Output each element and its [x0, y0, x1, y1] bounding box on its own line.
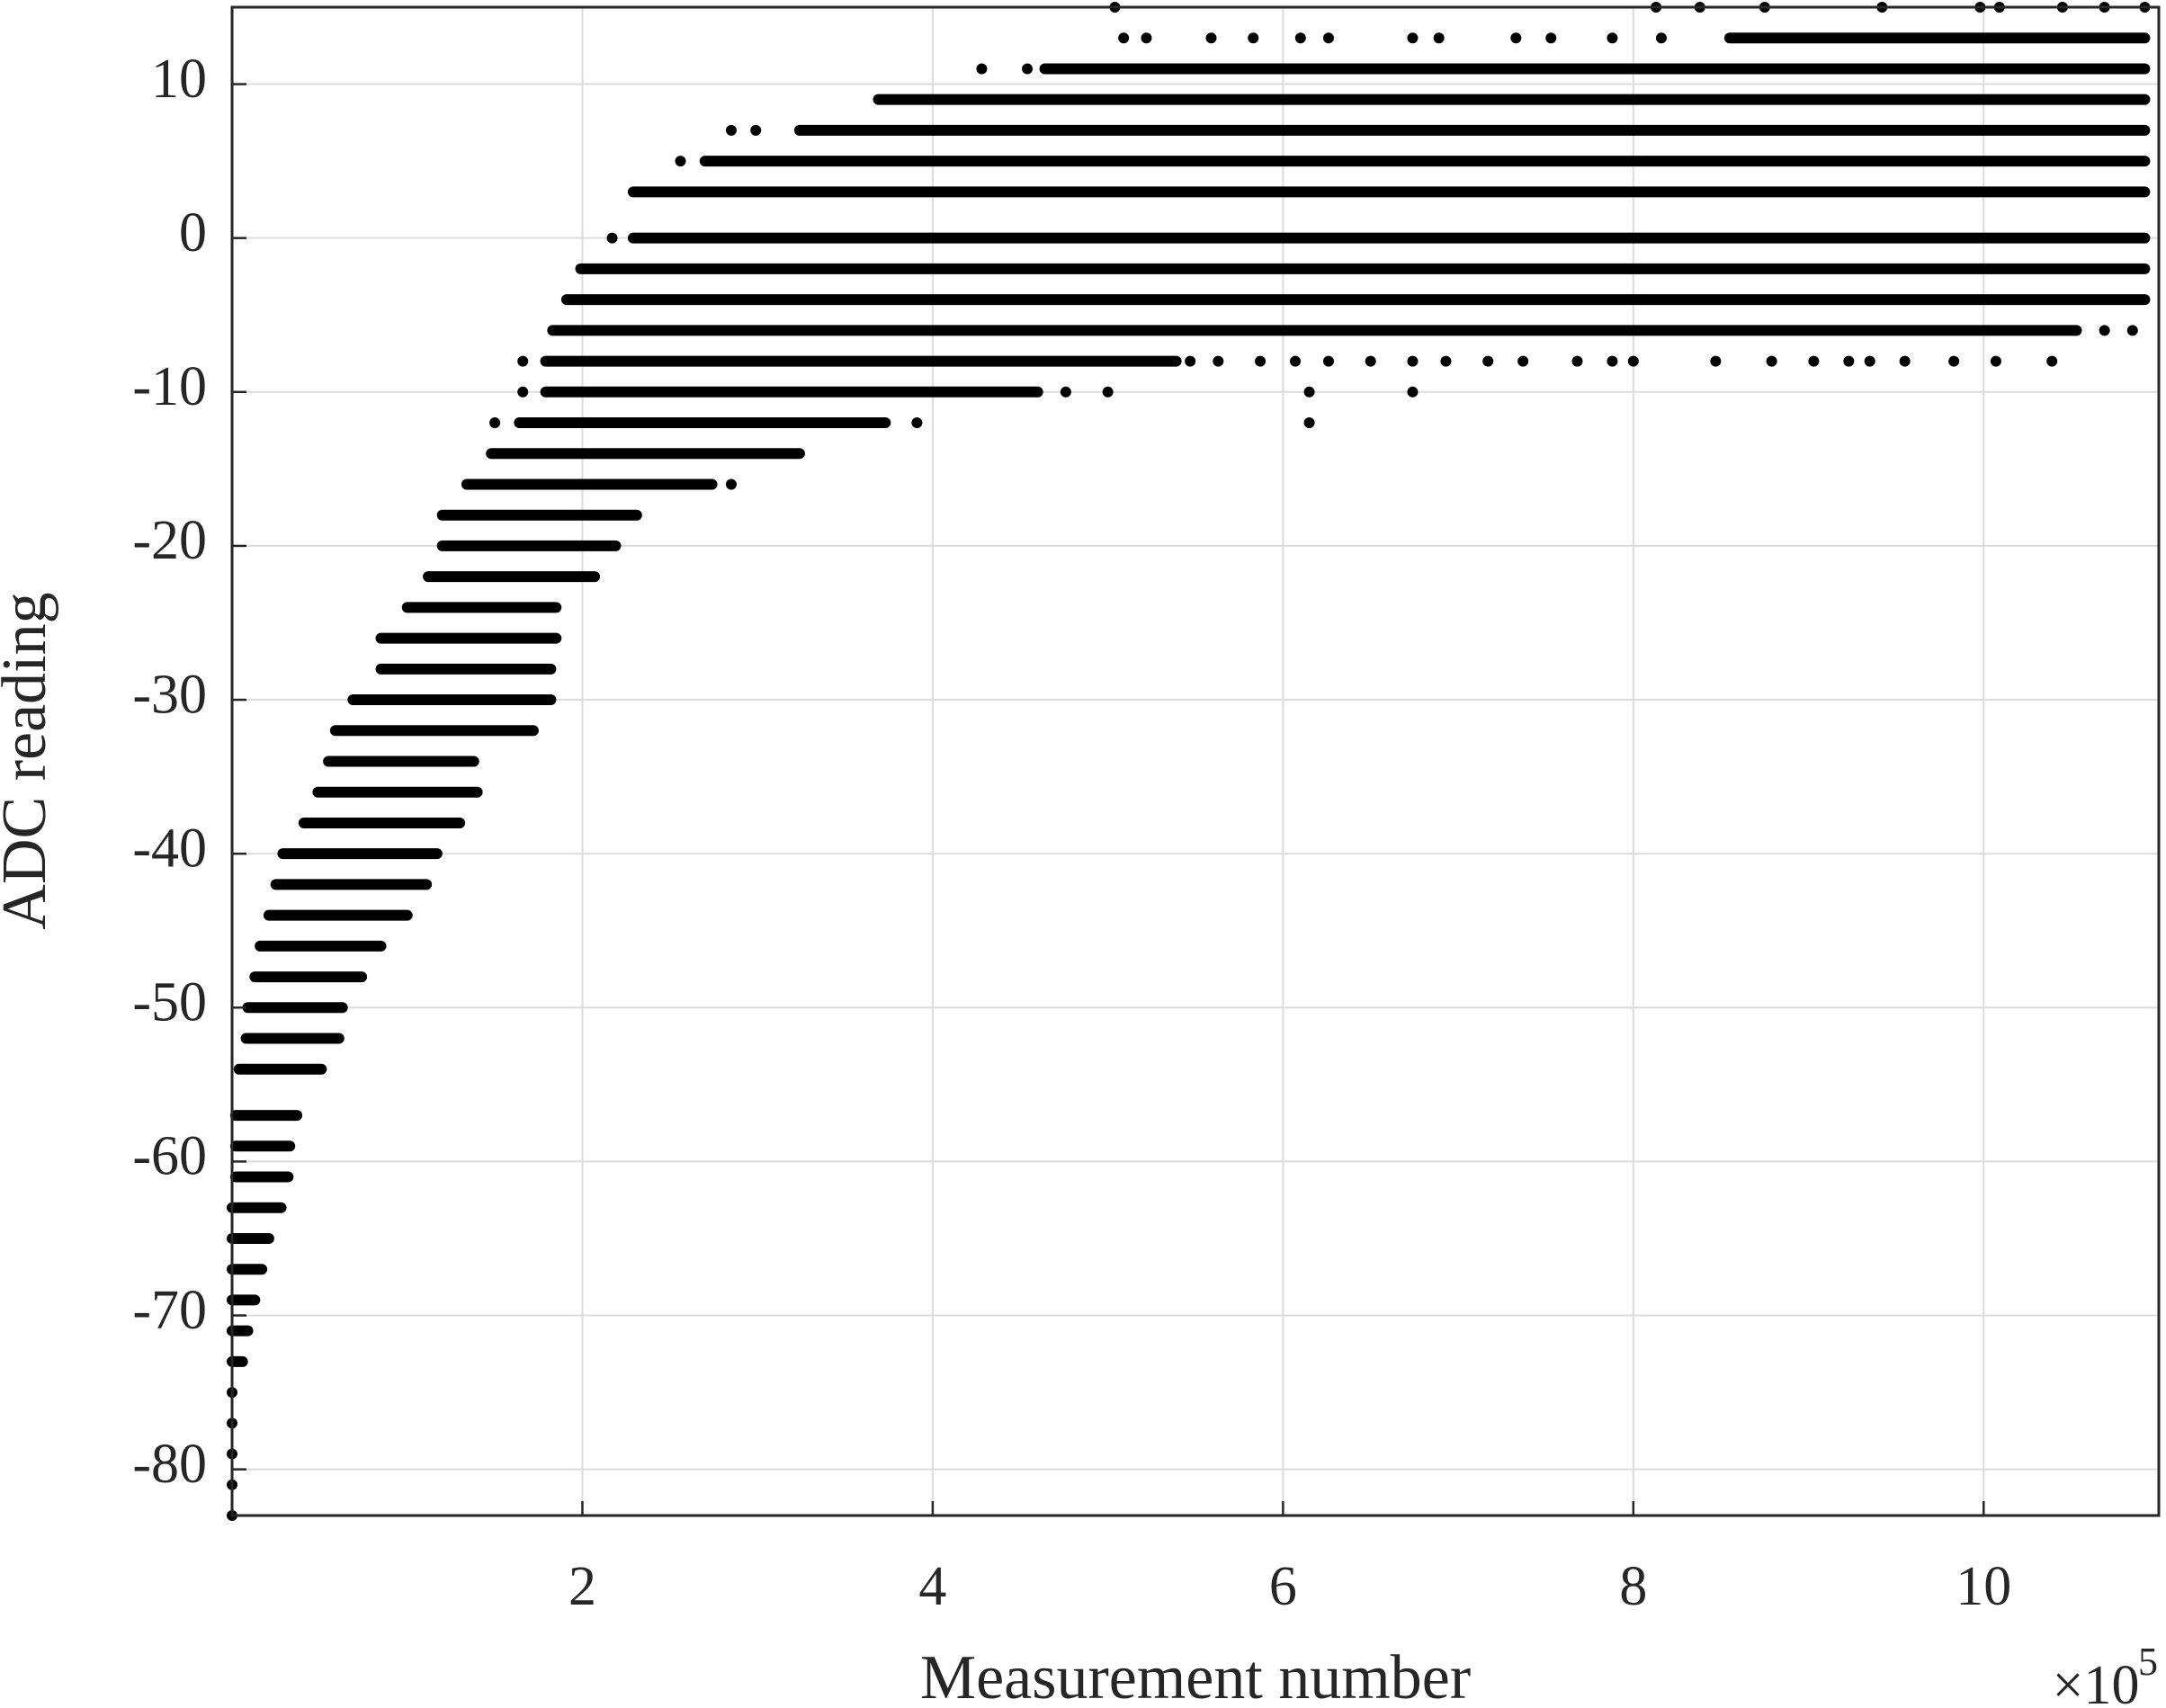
point — [1440, 355, 1452, 367]
point — [1571, 355, 1583, 367]
point — [1482, 355, 1494, 367]
point — [1407, 355, 1419, 367]
point — [2099, 325, 2110, 336]
point — [1899, 355, 1911, 367]
y-tick-label: -20 — [132, 510, 207, 571]
data-marks — [227, 2, 2151, 1521]
point — [606, 232, 618, 244]
point — [1948, 355, 1960, 367]
point — [1213, 355, 1224, 367]
y-tick-label: -30 — [132, 664, 207, 725]
point — [1118, 32, 1130, 44]
point — [1022, 63, 1034, 75]
point — [517, 386, 529, 398]
point — [725, 124, 737, 136]
point — [2046, 355, 2058, 367]
point — [1433, 32, 1445, 44]
point — [1294, 32, 1306, 44]
y-tick-label: -70 — [132, 1280, 207, 1341]
point — [1102, 386, 1114, 398]
point — [1365, 355, 1376, 367]
point — [1289, 355, 1301, 367]
point — [2126, 325, 2138, 336]
y-tick-label: -80 — [132, 1434, 207, 1495]
y-tick-label: 10 — [151, 49, 207, 110]
axes-box — [230, 5, 2161, 1517]
point — [1303, 386, 1315, 398]
x-tick-label: 8 — [1619, 1556, 1647, 1617]
point — [1545, 32, 1557, 44]
point — [1990, 355, 2001, 367]
point — [1627, 355, 1639, 367]
x-multiplier: ×10 — [2053, 1655, 2140, 1708]
x-tick-label: 10 — [1956, 1556, 2011, 1617]
point — [1248, 32, 1259, 44]
x-tick-label: 6 — [1269, 1556, 1297, 1617]
x-tick-label: 2 — [568, 1556, 596, 1617]
y-tick-label: -60 — [132, 1126, 207, 1187]
x-axis-label: Measurement number — [920, 1643, 1471, 1708]
point — [1141, 32, 1152, 44]
point — [1864, 355, 1875, 367]
point — [1407, 32, 1419, 44]
point — [675, 156, 686, 167]
y-axis-label: ADC reading — [0, 592, 59, 929]
point — [1322, 355, 1334, 367]
point — [1607, 32, 1618, 44]
point — [1517, 355, 1529, 367]
point — [1185, 355, 1196, 367]
point — [1322, 32, 1334, 44]
point — [1510, 32, 1522, 44]
y-tick-label: -40 — [132, 818, 207, 879]
point — [1607, 355, 1618, 367]
point — [1710, 355, 1722, 367]
point — [1205, 32, 1217, 44]
x-tick-label: 4 — [918, 1556, 946, 1617]
point — [1655, 32, 1667, 44]
point — [489, 417, 501, 429]
point — [976, 63, 988, 75]
point — [750, 124, 762, 136]
point — [517, 355, 529, 367]
point — [725, 478, 737, 490]
point — [1407, 386, 1419, 398]
point — [1255, 355, 1266, 367]
point — [1843, 355, 1855, 367]
y-tick-label: 0 — [179, 202, 207, 264]
x-exponent: 5 — [2138, 1640, 2158, 1684]
point — [1808, 355, 1820, 367]
point — [1060, 386, 1071, 398]
y-tick-label: -50 — [132, 972, 207, 1033]
point — [1766, 355, 1777, 367]
axes: -80 -70 -60 -50 -40 -30 -20 -10 0 10 2 4 6 8 10 — [132, 5, 2161, 1617]
point — [1303, 417, 1315, 429]
point — [911, 417, 923, 429]
y-tick-label: -10 — [132, 356, 207, 417]
